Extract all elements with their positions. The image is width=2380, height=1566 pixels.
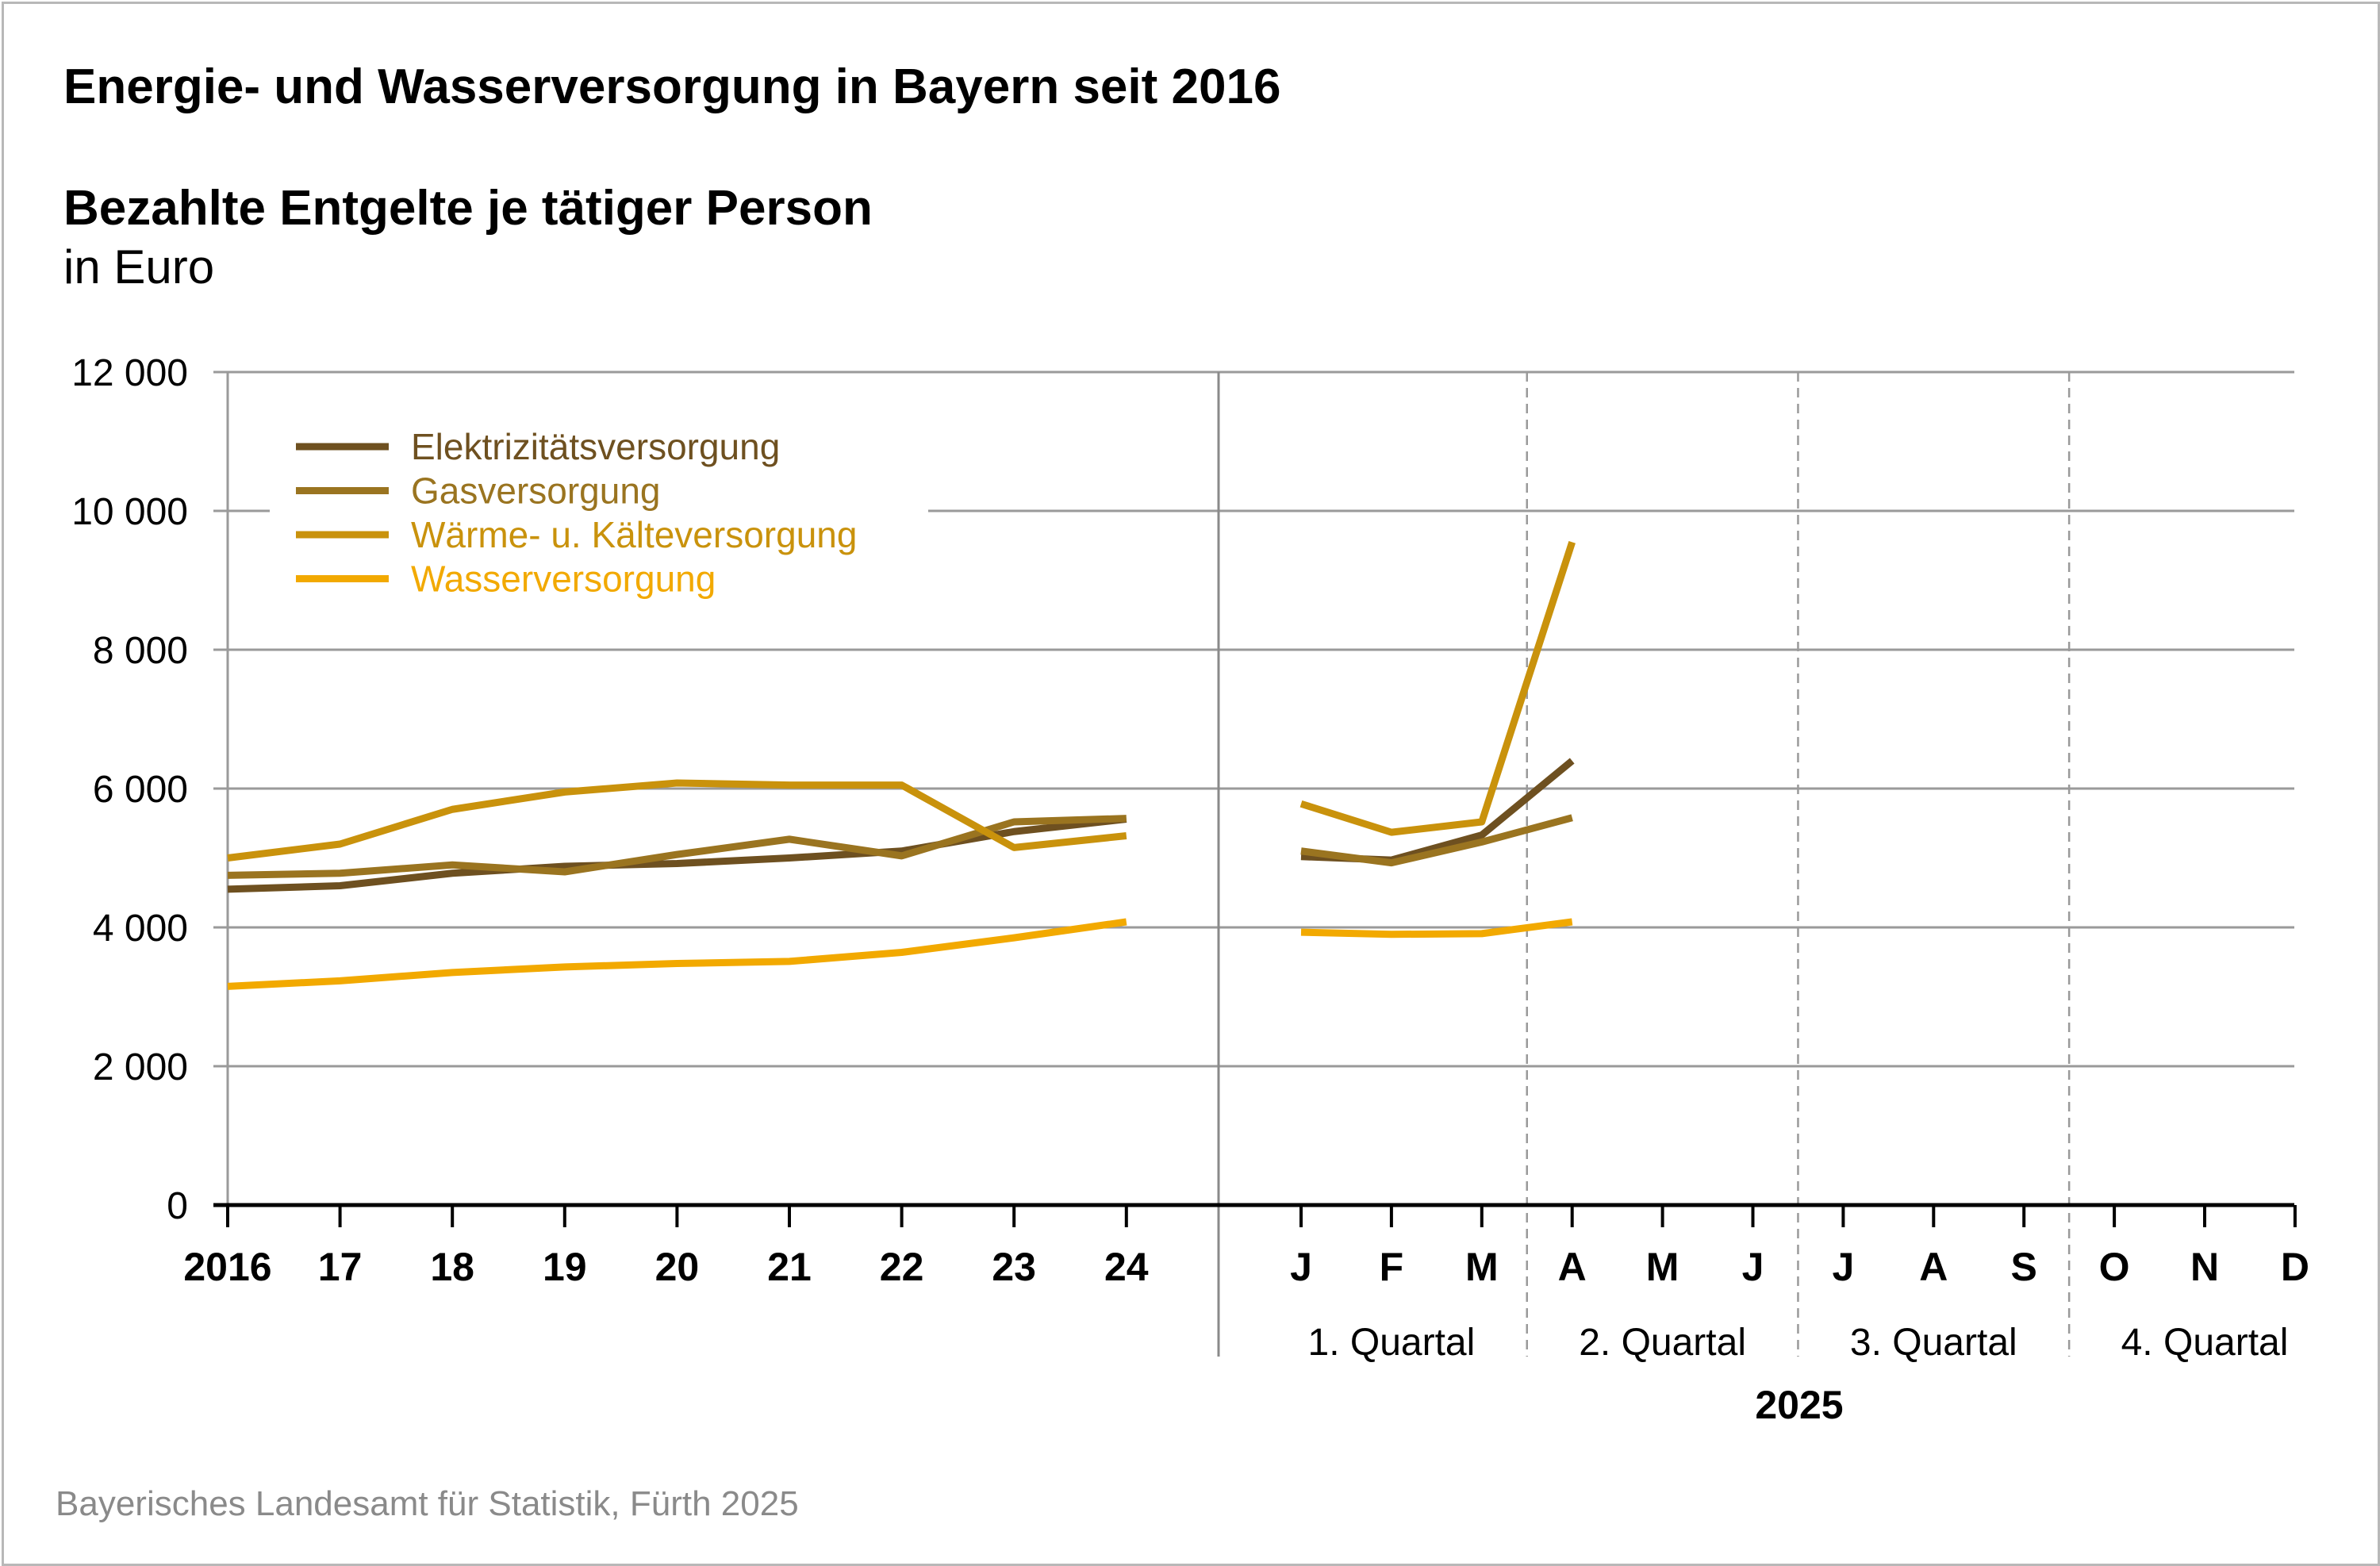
x-tick-label: N <box>2190 1245 2219 1289</box>
series-lines <box>227 540 1576 990</box>
series-line-annual <box>227 918 1127 990</box>
x-tick-label: M <box>1465 1245 1499 1289</box>
chart-subtitle: Bezahlte Entgelte je tätiger Person <box>63 181 873 236</box>
quarter-label: 4. Quartal <box>2121 1322 2289 1364</box>
x-tick-label: A <box>1558 1245 1587 1289</box>
legend-label: Wasserversorgung <box>411 558 716 600</box>
x-tick-label: A <box>1919 1245 1948 1289</box>
legend-label: Wärme- u. Kälteversorgung <box>411 514 857 555</box>
x-tick-label: 18 <box>430 1245 474 1289</box>
x-tick-label: F <box>1380 1245 1404 1289</box>
chart-unit: in Euro <box>63 240 214 294</box>
x-tick-label: J <box>1742 1245 1764 1289</box>
x-tick-label: O <box>2099 1245 2130 1289</box>
legend: ElektrizitätsversorgungGasversorgungWärm… <box>270 413 928 611</box>
legend-label: Gasversorgung <box>411 470 661 512</box>
y-tick-label: 10 000 <box>71 491 188 533</box>
axes: 0 2 000 4 000 6 000 8 000 10 000 12 000 2016 17 1… <box>71 352 2309 1364</box>
chart-title: Energie- und Wasserversorgung in Bayern … <box>63 59 1280 114</box>
legend-label: Elektrizitätsversorgung <box>411 426 780 467</box>
y-tick-label: 12 000 <box>71 352 188 394</box>
series-line-annual <box>227 779 1127 862</box>
x-tick-label: 2016 <box>183 1245 271 1289</box>
quarter-label: 1. Quartal <box>1308 1322 1476 1364</box>
series-line-monthly <box>1300 758 1575 864</box>
x-tick-label: J <box>1832 1245 1854 1289</box>
y-tick-label: 0 <box>167 1185 188 1227</box>
quarter-label: 2. Quartal <box>1579 1322 1746 1364</box>
y-tick-label: 6 000 <box>93 769 188 811</box>
y-tick-label: 8 000 <box>93 630 188 672</box>
x-tick-label: 21 <box>767 1245 812 1289</box>
y-tick-label: 2 000 <box>93 1046 188 1088</box>
series-line-monthly <box>1300 918 1573 938</box>
x-tick-label: S <box>2011 1245 2037 1289</box>
series-line-annual <box>227 815 1127 879</box>
x-tick-label: M <box>1646 1245 1679 1289</box>
series-line-monthly <box>1300 814 1573 867</box>
x-tick-label: 17 <box>318 1245 363 1289</box>
x-tick-label: 22 <box>880 1245 924 1289</box>
quarter-label: 3. Quartal <box>1850 1322 2017 1364</box>
x-tick-label: J <box>1290 1245 1312 1289</box>
y-tick-label: 4 000 <box>93 908 188 950</box>
year-label: 2025 <box>1755 1383 1843 1427</box>
x-tick-label: 23 <box>992 1245 1036 1289</box>
x-tick-label: 24 <box>1104 1245 1149 1289</box>
x-tick-label: 20 <box>655 1245 700 1289</box>
series-line-annual <box>227 816 1127 893</box>
x-tick-label: D <box>2281 1245 2309 1289</box>
x-tick-label: 19 <box>543 1245 587 1289</box>
source-note: Bayerisches Landesamt für Statistik, Für… <box>56 1484 799 1523</box>
series-line-monthly <box>1299 540 1576 836</box>
